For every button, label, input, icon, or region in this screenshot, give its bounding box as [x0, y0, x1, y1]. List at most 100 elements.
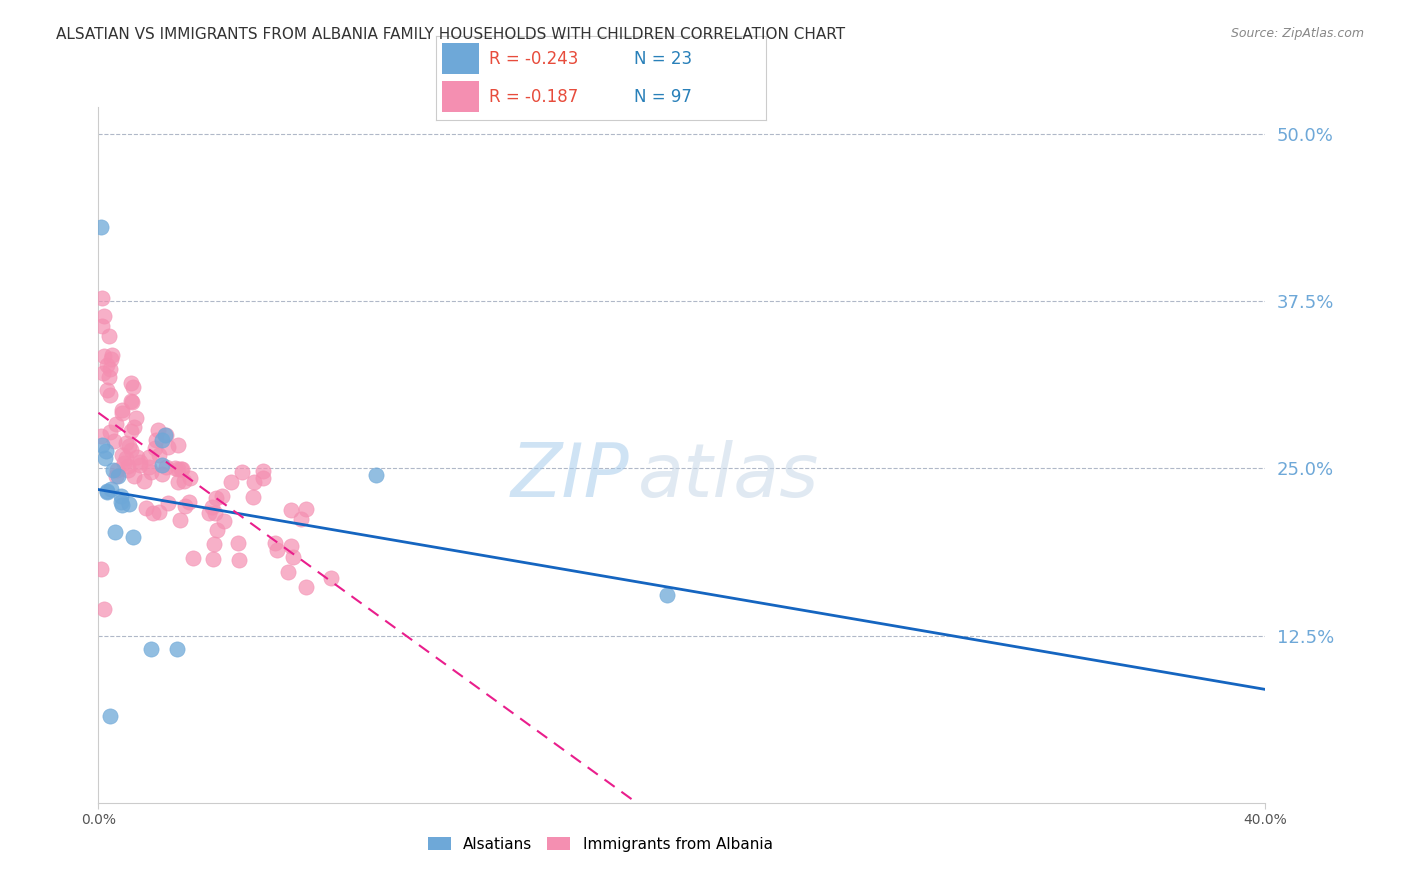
Point [283, 549, 305, 564]
Point [100, 483, 122, 497]
Point [98, 361, 121, 376]
Point [110, 402, 132, 417]
Point [212, 514, 235, 528]
Point [98, 387, 121, 401]
Point [252, 471, 274, 485]
Point [146, 423, 169, 437]
Point [143, 441, 166, 455]
Point [231, 465, 253, 479]
Point [128, 455, 150, 469]
Point [167, 475, 190, 489]
Point [150, 433, 173, 447]
Point [101, 348, 124, 362]
Point [145, 433, 167, 447]
Point [98, 328, 121, 343]
Point [138, 450, 160, 464]
Point [266, 542, 288, 557]
Point [153, 428, 176, 442]
Point [242, 475, 264, 490]
Text: ZIP: ZIP [510, 440, 630, 512]
Point [181, 550, 204, 565]
Point [166, 642, 188, 657]
Point [90, 429, 112, 443]
Point [121, 395, 143, 409]
Point [211, 489, 233, 503]
Point [120, 394, 142, 409]
Point [91, 366, 114, 380]
Legend: Alsatians, Immigrants from Albania: Alsatians, Immigrants from Albania [422, 830, 779, 858]
Point [97, 369, 120, 384]
Point [104, 524, 127, 539]
Point [132, 474, 155, 488]
Point [150, 467, 173, 482]
Point [118, 438, 141, 452]
Point [138, 460, 160, 475]
Point [110, 495, 132, 509]
Text: R = -0.243: R = -0.243 [489, 50, 578, 68]
Point [100, 351, 122, 366]
Point [156, 496, 179, 510]
Point [125, 410, 148, 425]
Point [155, 459, 177, 474]
Point [93, 602, 115, 616]
Point [121, 380, 143, 394]
Point [201, 551, 224, 566]
Point [117, 458, 139, 473]
Point [104, 469, 127, 483]
Point [135, 500, 157, 515]
Point [179, 471, 201, 485]
Point [98, 708, 121, 723]
Point [142, 507, 165, 521]
Point [139, 465, 162, 479]
Point [205, 523, 228, 537]
Point [96, 383, 118, 397]
Point [120, 376, 142, 390]
Point [112, 456, 135, 470]
Bar [443, 44, 479, 74]
Point [98, 425, 121, 439]
Point [150, 458, 173, 473]
Point [90, 291, 112, 305]
Point [110, 489, 132, 503]
Text: atlas: atlas [637, 440, 818, 512]
Point [280, 539, 302, 553]
Point [148, 449, 170, 463]
Point [277, 566, 299, 580]
Point [148, 505, 170, 519]
Point [280, 502, 302, 516]
Point [173, 474, 195, 488]
Point [169, 513, 191, 527]
Point [91, 319, 114, 334]
Point [90, 562, 112, 576]
Point [118, 497, 141, 511]
Point [155, 428, 177, 442]
Point [226, 536, 249, 550]
Point [201, 500, 224, 514]
Point [96, 358, 118, 372]
Point [657, 589, 679, 603]
Point [128, 458, 150, 472]
Point [115, 435, 138, 450]
Point [111, 499, 134, 513]
Point [174, 500, 197, 514]
Point [96, 485, 118, 500]
Point [319, 571, 342, 585]
Point [139, 642, 162, 657]
Point [93, 309, 115, 323]
Point [228, 552, 250, 566]
Point [111, 448, 134, 462]
Point [122, 420, 145, 434]
Point [105, 463, 128, 477]
Point [295, 502, 318, 516]
Point [264, 536, 287, 550]
Point [94, 451, 117, 466]
Point [167, 461, 190, 475]
Point [122, 469, 145, 483]
Point [101, 463, 124, 477]
Point [202, 537, 225, 551]
Point [170, 462, 193, 476]
Bar [443, 81, 479, 112]
Point [157, 440, 180, 454]
Point [165, 461, 187, 475]
Point [96, 484, 118, 499]
